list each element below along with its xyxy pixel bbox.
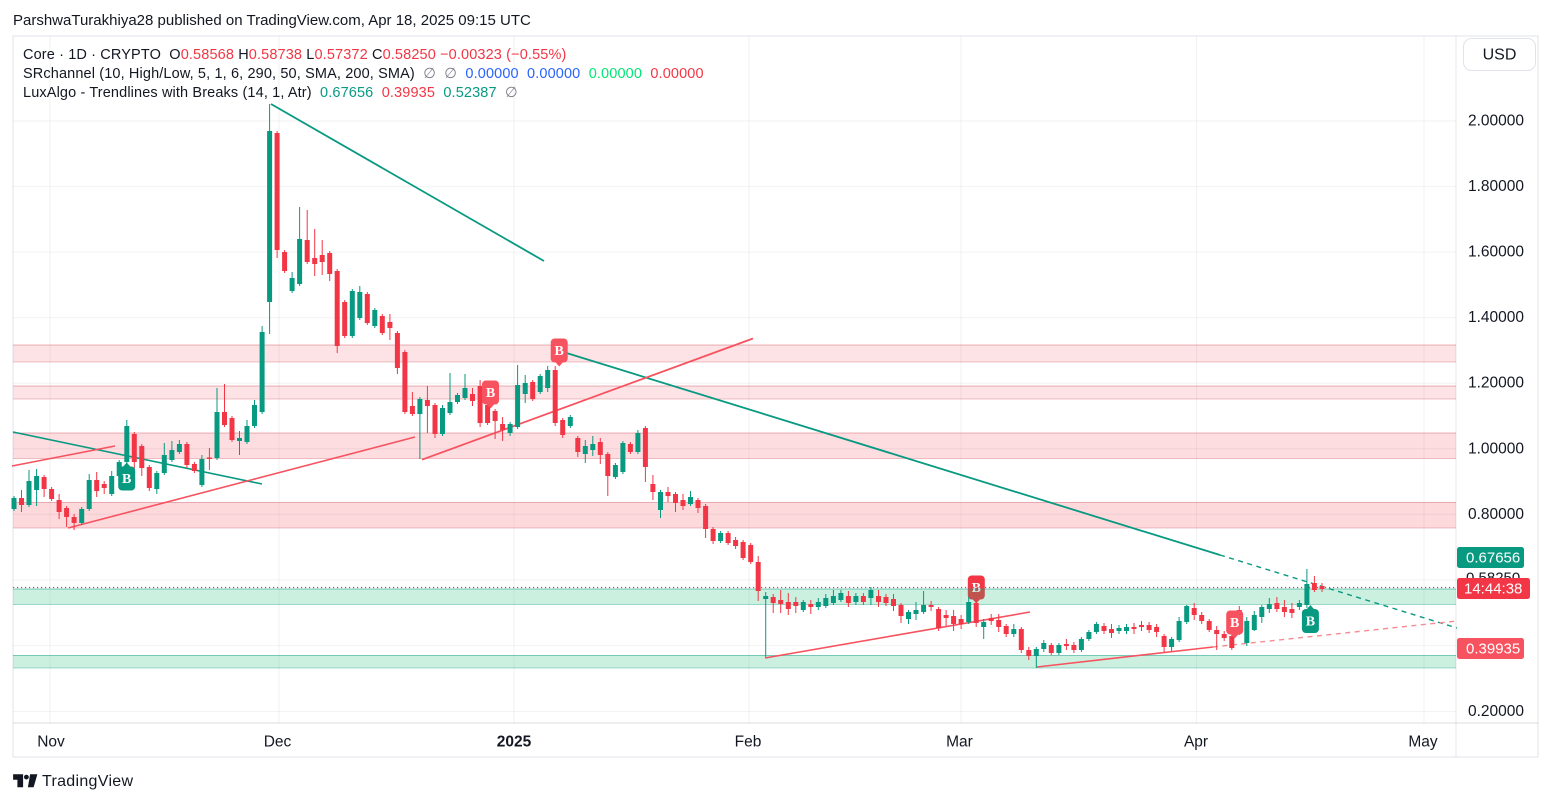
svg-text:1.00000: 1.00000 [1468, 440, 1524, 457]
svg-text:1.80000: 1.80000 [1468, 178, 1524, 195]
svg-text:B: B [486, 386, 495, 401]
svg-text:1.40000: 1.40000 [1468, 309, 1524, 326]
svg-text:0.67656: 0.67656 [1466, 550, 1520, 567]
svg-text:B: B [1230, 616, 1239, 631]
svg-text:2.00000: 2.00000 [1468, 113, 1524, 130]
svg-text:B: B [122, 472, 131, 487]
svg-text:Apr: Apr [1184, 734, 1208, 751]
svg-text:14:44:38: 14:44:38 [1464, 581, 1522, 598]
svg-text:Nov: Nov [37, 734, 65, 751]
svg-text:Mar: Mar [946, 734, 973, 751]
svg-text:Core · 1D · CRYPTO O0.58568 H: Core · 1D · CRYPTO O0.58568 H0.58738 L0.… [23, 47, 566, 63]
svg-text:1.20000: 1.20000 [1468, 375, 1524, 392]
svg-text:Feb: Feb [735, 734, 762, 751]
svg-text:2025: 2025 [497, 734, 532, 751]
svg-text:SRchannel (10, High/Low, 5, 1,: SRchannel (10, High/Low, 5, 1, 6, 290, 5… [23, 66, 704, 82]
svg-text:B: B [1306, 615, 1315, 630]
svg-text:Dec: Dec [264, 734, 292, 751]
svg-text:B: B [555, 344, 564, 359]
svg-text:LuxAlgo - Trendlines with Brea: LuxAlgo - Trendlines with Breaks (14, 1,… [23, 85, 518, 101]
svg-text:ParshwaTurakhiya28 published o: ParshwaTurakhiya28 published on TradingV… [13, 12, 531, 29]
svg-text:USD: USD [1483, 47, 1517, 64]
svg-text:0.20000: 0.20000 [1468, 703, 1524, 720]
svg-text:0.39935: 0.39935 [1466, 641, 1520, 658]
svg-text:May: May [1408, 734, 1438, 751]
svg-text:TradingView: TradingView [42, 773, 133, 790]
svg-text:0.80000: 0.80000 [1468, 506, 1524, 523]
svg-text:1.60000: 1.60000 [1468, 244, 1524, 261]
